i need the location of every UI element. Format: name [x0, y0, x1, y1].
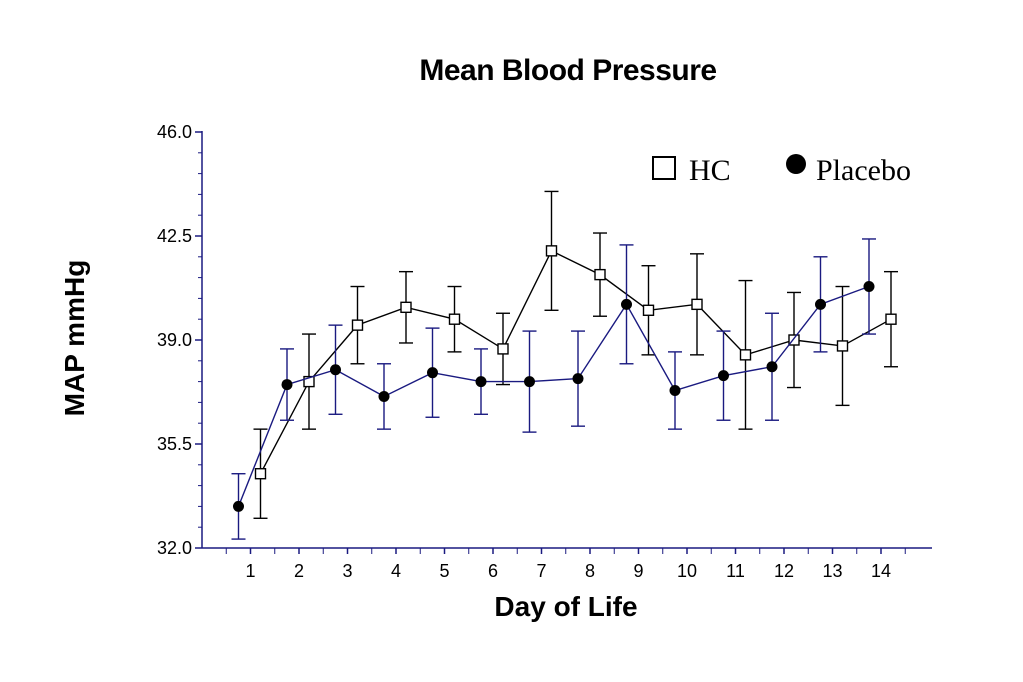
- series-placebo: [231, 238, 876, 540]
- series-layer: [231, 190, 898, 540]
- series-hc: [253, 190, 898, 519]
- y-tick-label: 32.0: [157, 538, 192, 558]
- axes: [201, 131, 932, 549]
- series-line: [237, 285, 870, 507]
- data-point-placebo: [718, 370, 729, 382]
- data-point-placebo: [863, 281, 875, 293]
- x-tick-label: 9: [633, 561, 643, 581]
- x-tick-label: 3: [342, 561, 352, 581]
- data-point-placebo: [281, 379, 293, 391]
- x-tick-label: 5: [439, 561, 449, 581]
- legend-placebo-circle-marker: [786, 154, 806, 174]
- data-point-placebo: [233, 500, 244, 512]
- x-tick-label: 4: [391, 561, 401, 581]
- data-point-placebo: [621, 298, 632, 310]
- legend-hc-label: HC: [689, 154, 731, 187]
- series-line: [259, 249, 892, 475]
- x-tick-label: 7: [536, 561, 546, 581]
- y-axis-ticks: 32.0 35.5 39.0 42.5 46.0: [157, 122, 202, 558]
- legend: HC Placebo: [652, 154, 911, 187]
- x-tick-label: 14: [871, 561, 891, 581]
- x-tick-label: 13: [822, 561, 842, 581]
- legend-hc-square-marker: [652, 156, 676, 180]
- data-point-placebo: [427, 367, 438, 379]
- y-tick-label: 35.5: [157, 434, 192, 454]
- data-point-hc: [642, 304, 655, 316]
- data-point-hc: [885, 313, 897, 325]
- data-point-hc: [303, 375, 315, 388]
- x-tick-label: 11: [726, 561, 745, 581]
- chart-title: Mean Blood Pressure: [419, 54, 716, 87]
- data-point-hc: [351, 319, 364, 331]
- x-tick-label: 12: [774, 561, 794, 581]
- x-tick-label: 1: [245, 561, 255, 581]
- data-point-hc: [788, 334, 800, 346]
- data-point-placebo: [378, 390, 390, 402]
- data-point-hc: [497, 343, 509, 355]
- x-tick-label: 8: [585, 561, 595, 581]
- x-tick-label: 6: [488, 561, 498, 581]
- data-point-placebo: [524, 376, 535, 388]
- data-point-placebo: [572, 373, 584, 385]
- data-point-placebo: [475, 376, 487, 388]
- data-point-hc: [545, 245, 558, 257]
- x-tick-label: 10: [677, 561, 697, 581]
- data-point-hc: [254, 468, 267, 480]
- legend-placebo-label: Placebo: [816, 154, 911, 187]
- data-point-placebo: [330, 364, 341, 376]
- data-point-placebo: [815, 298, 826, 310]
- y-tick-label: 46.0: [157, 122, 192, 142]
- y-axis-title: MAP mmHg: [59, 260, 90, 417]
- x-axis-ticks: 1 2 3 4 5 6 7 8 9 10 11 12 13 14: [225, 548, 906, 581]
- data-point-hc: [739, 349, 752, 361]
- data-point-placebo: [669, 385, 681, 397]
- y-tick-label: 42.5: [157, 226, 192, 246]
- data-point-placebo: [766, 361, 778, 373]
- y-tick-label: 39.0: [157, 330, 192, 350]
- data-point-hc: [448, 313, 461, 325]
- data-point-hc: [594, 268, 606, 281]
- x-axis-title: Day of Life: [494, 591, 637, 622]
- x-tick-label: 2: [294, 561, 304, 581]
- data-point-hc: [400, 301, 412, 314]
- data-point-hc: [691, 298, 703, 311]
- data-point-hc: [836, 340, 849, 352]
